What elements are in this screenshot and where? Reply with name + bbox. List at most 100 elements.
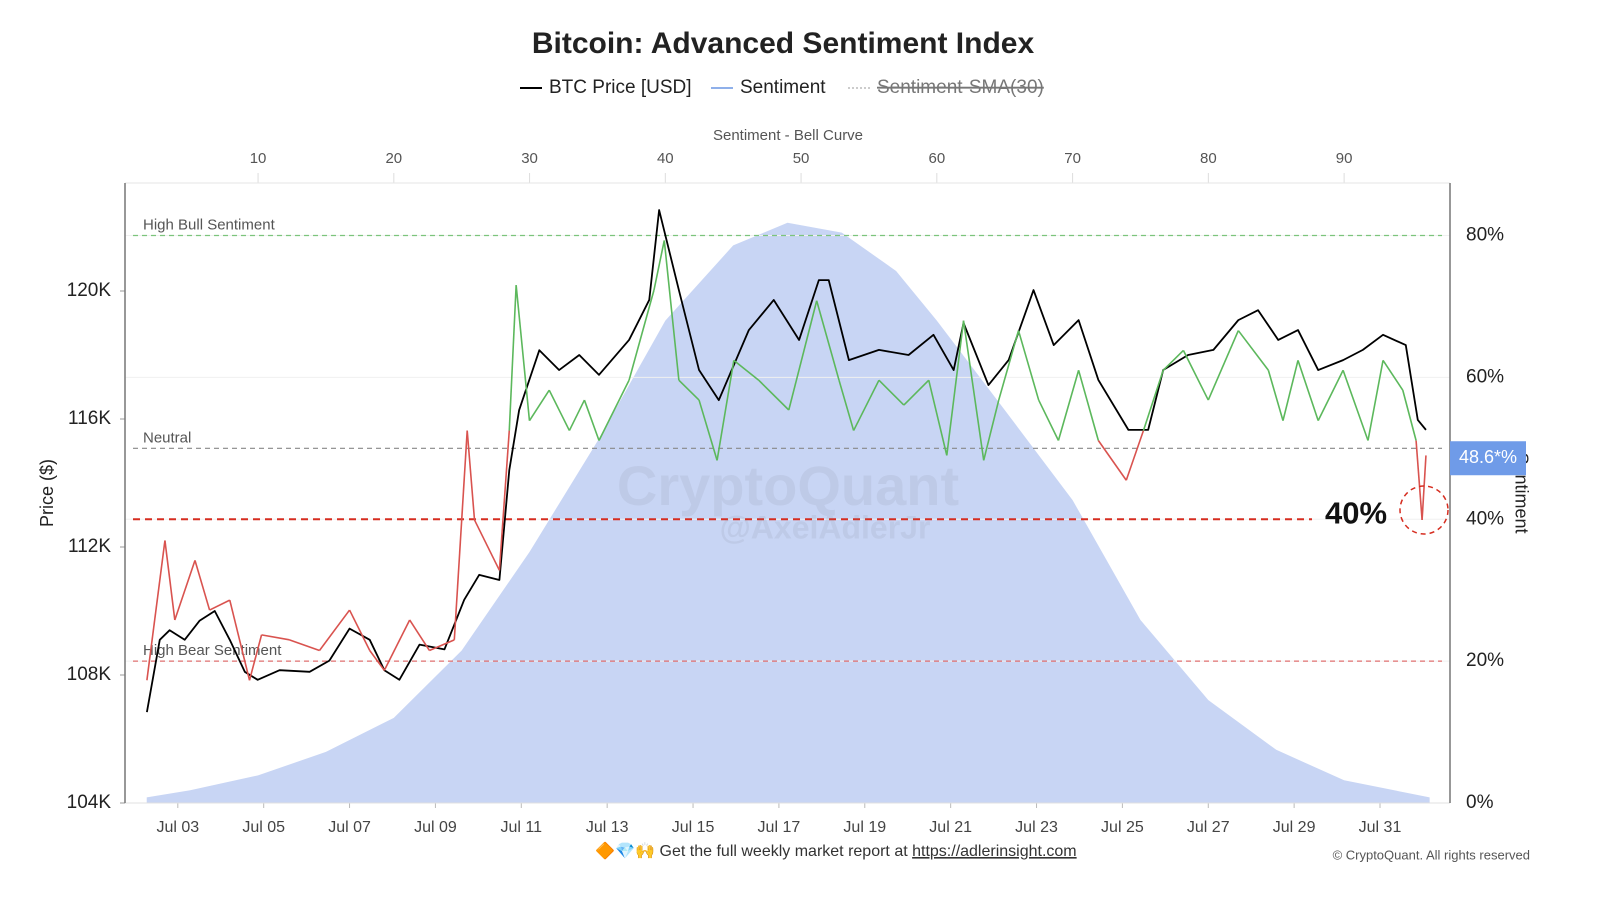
sentiment-segment [515,285,531,421]
x2-tick-label: 20 [385,150,402,167]
x-tick-label: Jul 21 [929,819,972,836]
x-tick-label: Jul 27 [1187,819,1230,836]
x2-axis-title: Sentiment - Bell Curve [713,127,863,144]
y-tick-label: 120K [67,280,112,301]
sentiment-segment [788,300,818,411]
y-tick-label: 116K [68,408,111,429]
sentiment-segment [945,320,965,456]
sentiment-segment [997,330,1020,401]
plot-area: 0% 20% 40% 60% 80% 104K 108K 112K 116K 120K Jul 03… [67,150,1526,836]
sentiment-segment [1282,360,1299,421]
sentiment-segment [1267,370,1284,421]
sentiment-segment [548,389,571,431]
y-tick-label: 108K [67,664,112,685]
sentiment-segment [878,379,905,406]
sentiment-segment [289,639,320,652]
x-tick-label: Jul 05 [242,819,285,836]
sentiment-segment [1097,440,1127,481]
sentiment-segment [228,599,251,681]
sentiment-segment [1415,440,1423,521]
x2-tick-label: 40 [657,150,674,167]
sentiment-segment [1342,370,1369,441]
bell-curve-area [146,222,1430,803]
sentiment-segment [261,634,290,641]
copyright: © CryptoQuant. All rights reserved [1333,847,1530,862]
sentiment-segment [453,430,468,640]
sentiment-segment [209,599,231,611]
sentiment-segment [927,380,948,456]
x2-tick-label: 10 [250,150,267,167]
current-value-label: 48.6*% [1459,447,1517,467]
sentiment-segment [678,379,700,401]
sentiment-segment [583,399,600,441]
sentiment-segment [663,240,680,381]
sentiment-segment [1142,370,1164,431]
footer-link[interactable]: https://adlerinsight.com [912,843,1077,860]
sentiment-segment [653,240,666,291]
sentiment-segment [628,289,655,381]
sentiment-segment [1317,369,1344,421]
sentiment-segment [348,609,371,651]
sentiment-segment [466,430,476,521]
x2-tick-label: 60 [928,150,945,167]
legend-label: BTC Price [USD] [549,77,692,98]
sentiment-segment [852,379,880,431]
x-tick-label: Jul 19 [843,819,886,836]
sentiment-segment [383,619,411,671]
sentiment-segment [1382,359,1404,391]
x2-tick-label: 90 [1336,150,1353,167]
sentiment-segment [1401,389,1417,441]
sentiment-segment [815,300,840,381]
sentiment-segment [1162,349,1184,371]
sentiment-segment [248,634,263,681]
x2-tick-label: 80 [1200,150,1217,167]
sentiment-segment [194,560,211,611]
sentiment-segment [528,389,550,422]
y2-tick-label: 20% [1466,650,1504,671]
x-tick-label: Jul 29 [1273,819,1316,836]
x-tick-label: Jul 23 [1015,819,1058,836]
sentiment-segment [508,285,517,431]
x2-tick-label: 30 [521,150,538,167]
sentiment-segment [1125,430,1145,481]
x2-tick-label: 70 [1064,150,1081,167]
sentiment-segment [758,379,790,411]
sentiment-segment [838,379,855,431]
x-tick-label: Jul 09 [414,819,457,836]
x-tick-label: Jul 31 [1359,819,1402,836]
sentiment-segment [408,619,431,651]
highlight-circle [1399,485,1449,535]
threshold-label: 40% [1325,495,1387,530]
x-tick-label: Jul 25 [1101,819,1144,836]
legend-label: Sentiment [740,77,826,98]
y-tick-label: 104K [67,792,112,813]
sentiment-segment [1017,330,1040,401]
reference-label: High Bear Sentiment [143,642,282,659]
y2-tick-label: 40% [1466,508,1504,529]
sentiment-segment [1207,330,1240,401]
sentiment-segment [146,540,166,681]
sentiment-segment [1421,455,1427,521]
x-tick-label: Jul 15 [672,819,715,836]
reference-label: High Bull Sentiment [143,216,276,233]
y2-tick-label: 0% [1466,792,1494,813]
y-tick-label: 112K [68,536,111,557]
legend: BTC Price [USD] Sentiment Sentiment-SMA(30… [520,77,1044,98]
sentiment-segment [1182,350,1209,401]
reference-label: Neutral [143,429,191,446]
sentiment-segment [982,399,1000,461]
sentiment-segment [733,359,760,381]
sentiment-segment [568,399,586,431]
sentiment-segment [164,540,176,621]
sentiment-segment [1077,370,1100,441]
watermark: @AxelAdlerJr [720,509,931,545]
sentiment-segment [498,430,511,571]
footer-text: 🔶💎🙌 Get the full weekly market report at [595,841,912,860]
y2-tick-label: 80% [1466,225,1504,246]
x-tick-label: Jul 07 [328,819,371,836]
sentiment-segment [429,639,455,652]
x-tick-label: Jul 17 [758,819,801,836]
x-tick-label: Jul 13 [586,819,629,836]
